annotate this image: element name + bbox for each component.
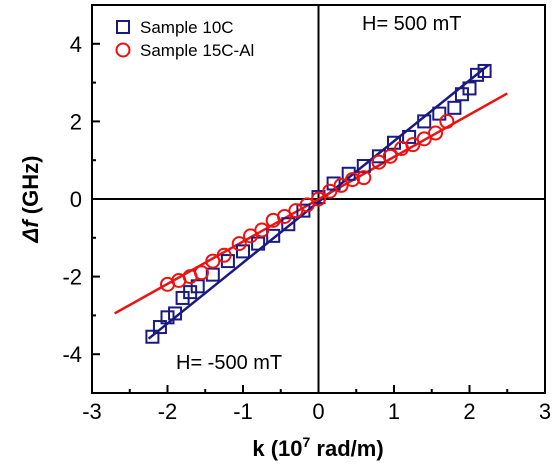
x-tick-label: -3	[82, 399, 102, 424]
y-tick-label: -4	[62, 342, 82, 367]
circle-point	[311, 191, 326, 207]
circle-point	[333, 177, 349, 193]
circle-point	[322, 183, 338, 199]
x-axis-title-end: rad/m)	[310, 436, 383, 461]
x-tick-label: -2	[158, 399, 178, 424]
square-point	[447, 100, 462, 115]
circle-point	[416, 131, 432, 147]
legend-label-sample-10c: Sample 10C	[140, 18, 234, 37]
square-point	[168, 306, 183, 321]
annotation-negative-field: H= -500 mT	[176, 352, 282, 374]
square-point	[281, 217, 296, 232]
circle-point	[231, 236, 247, 252]
square-point	[326, 176, 341, 191]
circle-point	[216, 247, 232, 263]
square-point	[462, 81, 477, 96]
y-axis-title-f: f	[18, 218, 43, 228]
annotation-positive-field: H= 500 mT	[362, 13, 461, 35]
x-tick-label: 0	[312, 399, 324, 424]
circle-point	[439, 113, 455, 129]
square-point	[470, 67, 485, 82]
circle-point	[371, 154, 387, 170]
data-points	[145, 63, 492, 344]
tick-labels: -3 -2 -1 0 1 2 3 -4 -2 0 2 4	[62, 32, 551, 424]
square-point	[417, 114, 432, 129]
y-tick-label: 2	[70, 109, 82, 134]
ticks	[91, 42, 546, 393]
circle-point	[277, 208, 293, 224]
circle-point	[254, 222, 270, 238]
x-axis-title-main: k (10	[252, 436, 302, 461]
y-tick-label: 4	[70, 32, 82, 57]
square-point	[152, 320, 167, 335]
circle-point	[356, 170, 372, 186]
square-point	[477, 63, 492, 78]
square-point	[145, 329, 160, 344]
circle-point	[299, 197, 315, 213]
y-tick-label: 0	[70, 187, 82, 212]
x-tick-label: 1	[388, 399, 400, 424]
square-point	[236, 244, 250, 259]
legend-marker-square	[116, 20, 130, 34]
x-tick-label: -1	[233, 399, 253, 424]
x-tick-label: 2	[463, 399, 475, 424]
circle-point	[243, 228, 259, 244]
square-point	[160, 310, 175, 325]
square-point	[266, 228, 281, 243]
circle-point	[382, 148, 398, 164]
legend-marker-circle	[115, 42, 131, 58]
y-axis-title: Δf (GHz)	[18, 156, 43, 244]
square-point	[371, 149, 386, 164]
square-point	[402, 129, 417, 144]
x-axis-title-sup: 7	[303, 434, 311, 450]
square-point	[432, 106, 447, 121]
y-axis-title-delta: Δ	[18, 228, 43, 244]
circle-point	[405, 137, 421, 153]
circle-point	[205, 253, 221, 269]
y-tick-label: -2	[62, 265, 82, 290]
x-tick-label: 3	[539, 399, 551, 424]
circle-point	[193, 265, 209, 281]
square-point	[251, 236, 266, 251]
fit-line	[147, 64, 490, 340]
circle-point	[344, 172, 360, 188]
circle-point	[428, 125, 444, 141]
x-axis-title: k (107 rad/m)	[252, 434, 383, 461]
square-point	[190, 279, 205, 294]
legend-label-sample-15c-al: Sample 15C-Al	[140, 41, 254, 60]
y-axis-title-unit: (GHz)	[18, 156, 43, 221]
legend: Sample 10C Sample 15C-Al	[115, 18, 254, 60]
circle-point	[288, 203, 304, 219]
